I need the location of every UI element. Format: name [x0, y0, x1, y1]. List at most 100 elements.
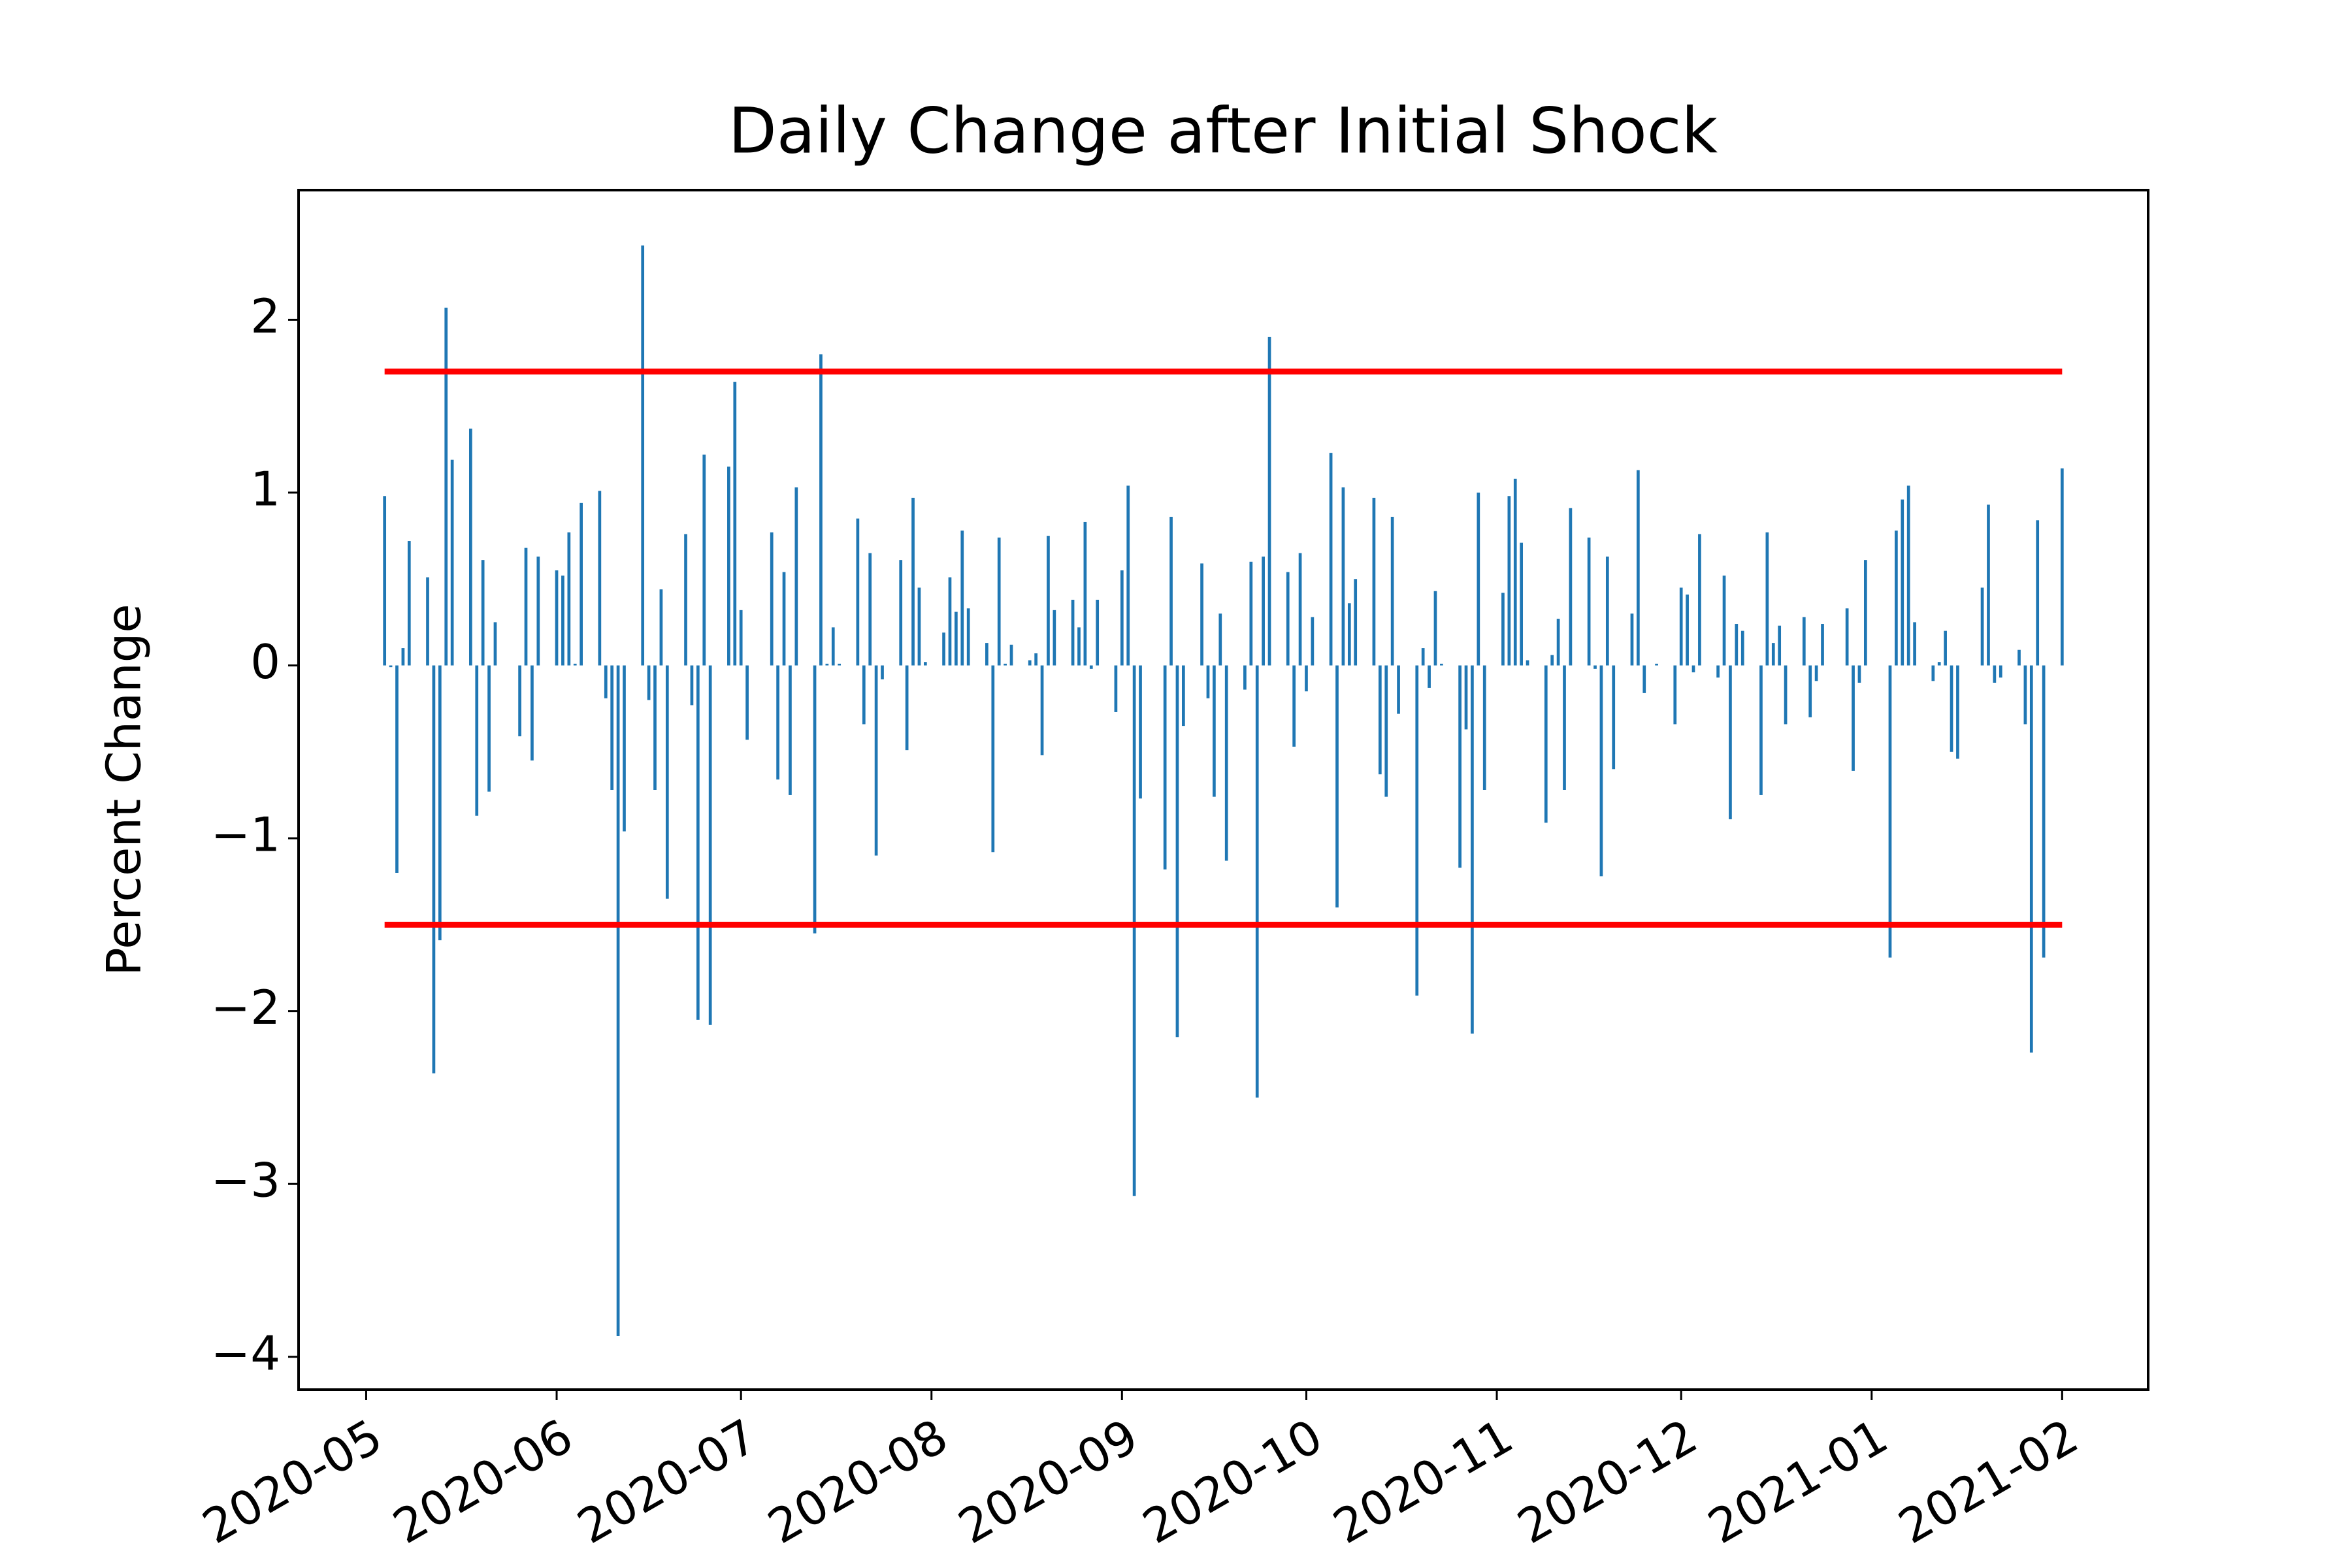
bar [1372, 497, 1376, 666]
bar [782, 572, 786, 666]
bar [708, 665, 712, 1025]
bar [1243, 665, 1247, 690]
bar [1390, 517, 1394, 666]
bar [1114, 665, 1118, 712]
bar [1845, 608, 1849, 666]
bar [518, 665, 521, 736]
bar [1053, 610, 1056, 666]
bar [1593, 665, 1597, 669]
bar [1262, 556, 1265, 666]
y-tick-label: −1 [211, 808, 280, 862]
bar [1311, 617, 1315, 666]
bar [991, 665, 995, 853]
bar [555, 570, 559, 666]
bar [690, 665, 694, 706]
bar [1507, 496, 1511, 666]
bar [1864, 560, 1867, 666]
bar [1354, 579, 1358, 666]
bar [899, 560, 903, 666]
bar [923, 662, 927, 666]
bar [1120, 570, 1124, 666]
bar [2029, 665, 2033, 1053]
bar [696, 665, 700, 1020]
bar [432, 665, 436, 1073]
bar [966, 608, 970, 666]
bar [1895, 531, 1898, 666]
bar [665, 665, 669, 899]
bar [917, 587, 921, 666]
bar [567, 532, 571, 666]
bar [450, 459, 454, 666]
bar [481, 560, 485, 666]
bar [955, 612, 958, 666]
bar [1477, 492, 1480, 666]
bar [1821, 624, 1824, 666]
bar [610, 665, 614, 790]
bar [2060, 468, 2064, 666]
bar [1083, 521, 1087, 666]
y-tick-label: 2 [250, 289, 280, 344]
bar [739, 610, 743, 666]
bar [1218, 613, 1222, 666]
bar [659, 589, 663, 666]
bar [985, 643, 988, 666]
bar [561, 575, 564, 666]
bar [789, 665, 792, 795]
bar [727, 466, 730, 666]
bar [1655, 663, 1658, 666]
bar [770, 532, 774, 666]
bar [604, 665, 608, 698]
bar [1428, 665, 1431, 688]
bar [1421, 648, 1425, 666]
bar [1599, 665, 1603, 877]
bar [1249, 561, 1253, 666]
bar [1937, 662, 1941, 666]
bar [1182, 665, 1185, 727]
bar [1956, 665, 1959, 759]
bar [1550, 655, 1554, 666]
bar [1888, 665, 1892, 958]
bar [1329, 453, 1333, 666]
bar [1384, 665, 1388, 797]
y-tick-label: −2 [211, 980, 280, 1035]
bar [401, 648, 405, 666]
bar [1526, 660, 1529, 666]
bar [1612, 665, 1616, 770]
bar [395, 665, 399, 873]
bar [1471, 665, 1474, 1034]
bar [1378, 665, 1382, 775]
bar [684, 534, 687, 666]
bar [1587, 537, 1591, 666]
bar [1642, 665, 1646, 693]
bar [1691, 665, 1695, 673]
bar [1556, 619, 1560, 666]
bar [1206, 665, 1210, 698]
bar [702, 454, 706, 666]
bar [407, 541, 411, 666]
bar [1433, 591, 1437, 666]
bar [868, 553, 872, 666]
chart-title: Daily Change after Initial Shock [728, 94, 1718, 167]
bar [1993, 665, 1997, 683]
bar [487, 665, 491, 792]
bar [1913, 622, 1916, 666]
bar [1047, 536, 1050, 666]
bar [536, 556, 540, 666]
bar [1071, 599, 1075, 666]
bar [905, 665, 909, 751]
bar [1808, 665, 1812, 717]
bar [1163, 665, 1167, 870]
bar [1765, 532, 1769, 666]
bar [1132, 665, 1136, 1196]
bar [493, 622, 497, 666]
bar [1501, 593, 1505, 666]
bar [444, 307, 448, 666]
bar [1630, 613, 1634, 666]
bar [2042, 665, 2046, 958]
bar [475, 665, 479, 816]
bar [1175, 665, 1179, 1037]
bar [1735, 624, 1739, 666]
bar [794, 487, 798, 666]
